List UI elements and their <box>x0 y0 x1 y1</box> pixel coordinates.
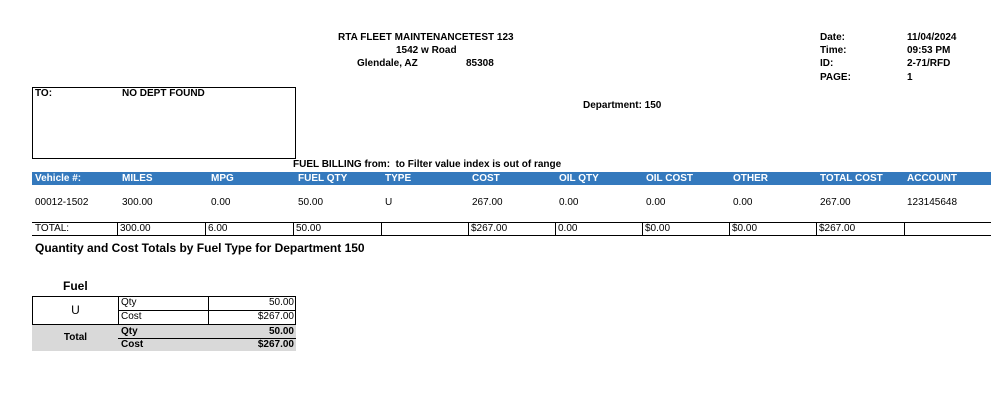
qty-label: Qty <box>121 326 138 337</box>
total-label: Total <box>63 332 88 343</box>
cell: 00012-1502 <box>35 197 89 208</box>
total-cell: 6.00 <box>208 223 228 234</box>
column-header: ACCOUNT <box>907 173 957 184</box>
cell: 123145648 <box>907 197 958 208</box>
cost: $267.00 <box>257 339 294 350</box>
total-cell: TOTAL: <box>35 223 70 234</box>
city: Glendale, AZ <box>357 58 418 69</box>
cell: 267.00 <box>820 197 851 208</box>
meta-value: 2-71/RFD <box>907 58 951 69</box>
to-value: NO DEPT FOUND <box>122 88 205 99</box>
cell-border <box>642 222 643 236</box>
meta-value: 09:53 PM <box>907 45 951 56</box>
qty: 50.00 <box>268 326 294 337</box>
cell-border <box>729 222 730 236</box>
meta-label: Date: <box>820 32 846 43</box>
cell: 300.00 <box>122 197 153 208</box>
qty-label: Qty <box>121 297 137 308</box>
total-cell: $267.00 <box>819 223 856 234</box>
cell-border <box>205 222 206 236</box>
column-header: OIL COST <box>646 173 694 184</box>
cell-border <box>468 222 469 236</box>
department: Department: 150 <box>583 100 662 111</box>
total-cell: 50.00 <box>296 223 322 234</box>
divider <box>118 338 296 339</box>
totals-row <box>32 222 991 236</box>
column-header: OTHER <box>733 173 768 184</box>
column-header: MPG <box>211 173 234 184</box>
cell: 0.00 <box>559 197 579 208</box>
company: RTA FLEET MAINTENANCETEST 123 <box>338 32 514 43</box>
cell: 267.00 <box>472 197 503 208</box>
meta-value: 11/04/2024 <box>907 32 957 43</box>
table-header-band <box>32 172 991 185</box>
zip: 85308 <box>466 58 494 69</box>
cell: 0.00 <box>733 197 753 208</box>
total-cell: 0.00 <box>558 223 578 234</box>
to-label: TO: <box>35 88 53 99</box>
cost-label: Cost <box>121 311 142 322</box>
total-cell: $267.00 <box>471 223 508 234</box>
meta-value: 1 <box>907 72 913 83</box>
column-header: COST <box>472 173 500 184</box>
fuel-type: U <box>71 303 80 317</box>
cost-label: Cost <box>121 339 144 350</box>
column-header: FUEL QTY <box>298 173 348 184</box>
cost: $267.00 <box>257 311 294 322</box>
column-header: MILES <box>122 173 153 184</box>
qty: 50.00 <box>268 297 294 308</box>
total-cell: 300.00 <box>120 223 151 234</box>
cell: 0.00 <box>211 197 231 208</box>
cell-border <box>293 222 294 236</box>
cell-border <box>381 222 382 236</box>
cell: 0.00 <box>646 197 666 208</box>
cell-border <box>555 222 556 236</box>
column-header: TYPE <box>385 173 412 184</box>
cell-border <box>117 222 118 236</box>
cell <box>208 310 296 325</box>
cell: 50.00 <box>298 197 324 208</box>
to-box <box>32 87 296 159</box>
cell-border <box>816 222 817 236</box>
summary-header: Fuel <box>63 279 88 293</box>
total-cell: $0.00 <box>732 223 758 234</box>
meta-label: PAGE: <box>820 72 851 83</box>
total-cell: $0.00 <box>645 223 671 234</box>
address: 1542 w Road <box>396 45 457 56</box>
column-header: Vehicle #: <box>35 173 82 184</box>
cell: U <box>385 197 393 208</box>
meta-label: ID: <box>820 58 834 69</box>
cell-border <box>904 222 905 236</box>
column-header: TOTAL COST <box>820 173 883 184</box>
meta-label: Time: <box>820 45 847 56</box>
column-header: OIL QTY <box>559 173 599 184</box>
billing-title: FUEL BILLING from: to Filter value index… <box>293 159 562 170</box>
summary-title: Quantity and Cost Totals by Fuel Type fo… <box>35 241 365 255</box>
